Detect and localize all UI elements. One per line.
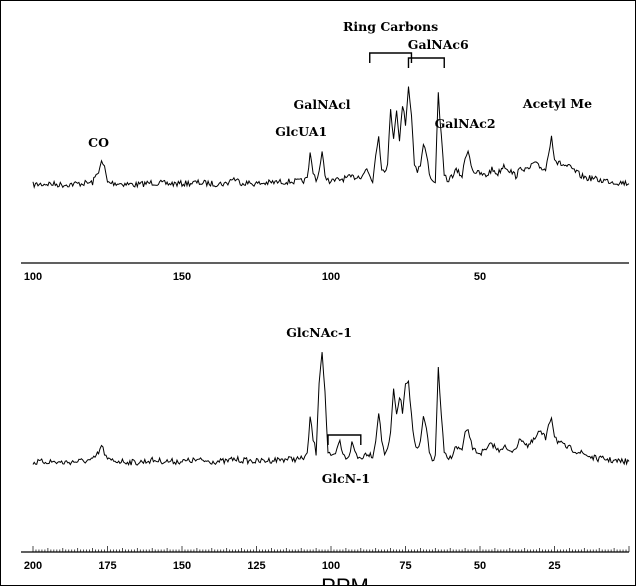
tick-label: 100 xyxy=(322,560,340,572)
tick-label: 175 xyxy=(98,560,116,572)
tick-label: 75 xyxy=(399,560,411,572)
tick-label: 200 xyxy=(24,560,42,572)
galnac6-bracket xyxy=(407,57,445,68)
tick-label: 150 xyxy=(173,560,191,572)
peak-annotation: GalNAcl xyxy=(294,97,351,112)
tick-label: 100 xyxy=(322,271,340,283)
bottom-spectrum-panel: 200 175 150 125 100 75 50 25 PPM GlcNAc-1 GlcN-1 xyxy=(21,325,630,585)
peak-annotation: GalNAc2 xyxy=(435,116,496,131)
tick-label: 25 xyxy=(548,560,560,572)
tick-label: 125 xyxy=(247,560,265,572)
spectrum-trace-2 xyxy=(32,352,630,467)
peak-annotation: Ring Carbons xyxy=(343,19,438,34)
peak-annotation: CO xyxy=(88,135,109,150)
tick-label: 50 xyxy=(474,560,486,572)
x-axis-title: PPM xyxy=(321,574,369,585)
top-spectrum-panel: 100 150 100 50 CO GlcUA1 GalNAcl Ring Carbons Ga… xyxy=(21,19,630,283)
ring-carbons-bracket xyxy=(369,52,413,63)
peak-annotation: GlcUA1 xyxy=(275,124,327,139)
peak-annotation: GlcNAc-1 xyxy=(286,325,352,340)
tick-label: 50 xyxy=(474,271,486,283)
peak-annotation: GlcN-1 xyxy=(322,471,370,486)
peak-annotation: GalNAc6 xyxy=(408,37,469,52)
peak-annotation: Acetyl Me xyxy=(522,96,592,111)
glcn1-bracket xyxy=(327,434,362,445)
tick-label: 100 xyxy=(24,271,42,283)
tick-label: 150 xyxy=(173,271,191,283)
spectrum-trace-1 xyxy=(32,86,630,190)
